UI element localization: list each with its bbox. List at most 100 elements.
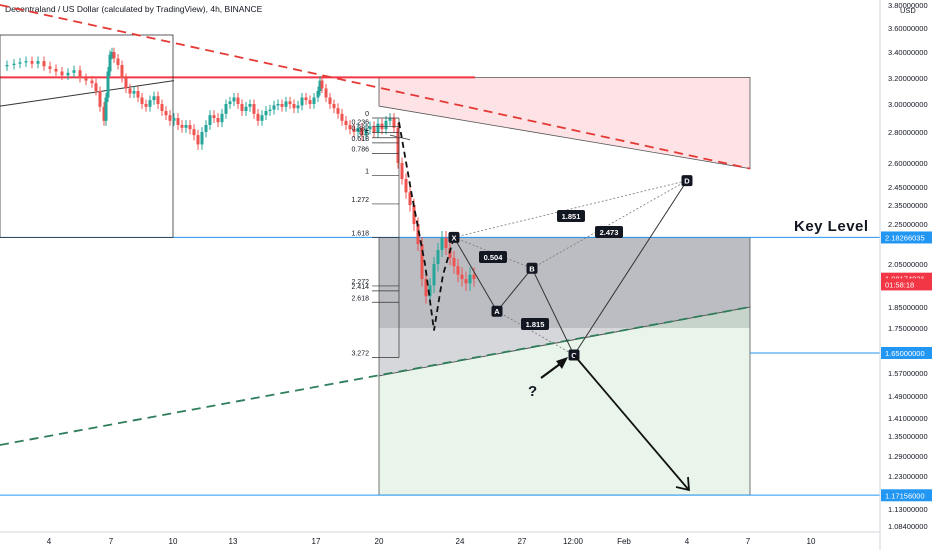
descending-trend-line [0,4,751,170]
candle-body [440,238,444,250]
candle-body [136,91,140,98]
ascending-trend-line [0,306,751,446]
candle-body [336,108,340,114]
question-mark: ? [528,383,538,400]
fib-level-label: 2.414 [351,284,369,291]
price-tick-label: 1.23000000 [888,472,928,481]
candle-body [12,63,16,65]
price-tick-label: 2.80000000 [888,128,928,137]
time-axis[interactable]: 4 7 10 13 17 20 24 27 12:00 Feb 4 7 10 [0,531,880,546]
candle-body [356,127,360,132]
candle-body [280,104,284,107]
candle-body [196,135,200,145]
candle-body [160,104,164,111]
fib-anchor [389,134,411,141]
candle-body [460,274,464,280]
candle-body [344,120,348,125]
time-tick-label: 24 [456,537,465,546]
candle-body [108,54,112,72]
candle-body [288,101,292,104]
price-tick-label: 2.60000000 [888,159,928,168]
candle-body [104,97,108,121]
candle-body [436,250,440,264]
projection-arrowhead [675,476,690,492]
candle-body [364,129,368,136]
candle-body [392,118,396,128]
price-tick-label: 3.00000000 [888,100,928,109]
candle-body [66,72,70,76]
question-arrowhead [556,357,568,369]
candle-body [388,118,392,121]
candle-body [94,83,98,91]
price-tick-label: 2.05000000 [888,260,928,269]
time-tick-label: Feb [617,537,631,546]
candle-body [204,125,208,132]
candle-body [156,96,160,104]
candle-body [236,97,240,104]
price-tick-label: 3.20000000 [888,74,928,83]
candle-body [416,224,420,244]
candle-body [308,100,312,104]
pattern-point-label: A [494,307,500,316]
candle-body [140,97,144,104]
time-tick-label: 12:00 [563,537,584,546]
price-axis[interactable]: 3.80000000 3.60000000 3.40000000 3.20000000… [879,0,932,550]
time-tick-label: 10 [807,537,816,546]
black-trend-line [0,80,175,107]
price-tick-label: 1.49000000 [888,392,928,401]
candle-body [106,71,110,98]
candle-body [18,62,22,64]
price-tick-label: 1.57000000 [888,369,928,378]
price-tick-label: 1.29000000 [888,452,928,461]
candle-body [216,118,220,123]
price-label-box [881,347,932,359]
price-tick-label: 2.35000000 [888,201,928,210]
fib-level-label: 0.236 [351,120,369,127]
candle-body [412,205,416,224]
time-tick-label: 7 [746,537,751,546]
pattern-point-label: D [684,177,690,186]
candle-body [116,58,120,65]
candle-body [456,266,460,275]
price-tick-label: 2.25000000 [888,220,928,229]
candle-body [90,80,94,84]
candle-body [232,97,236,102]
ratio-tag: 1.851 [562,212,581,221]
price-tick-label: 3.60000000 [888,24,928,33]
candle-body [252,104,256,114]
candle-body [284,101,288,107]
candle-body [180,125,184,128]
candle-body [124,78,128,89]
price-tick-label: 1.08400000 [888,522,928,531]
candle-body [264,111,268,116]
candle-body [260,115,264,121]
price-tick-label: 1.85000000 [888,303,928,312]
time-tick-label: 4 [47,537,52,546]
candle-body [184,125,188,128]
supply-zone [378,76,751,170]
time-tick-label: 7 [109,537,114,546]
candle-body [128,88,132,94]
candle-body [428,285,432,297]
xa-leg-dashed [398,122,455,331]
ratio-tag-box [521,318,549,330]
ratio-tag: 0.504 [484,253,504,262]
price-tick-label: 3.80000000 [888,1,928,10]
candle-body [110,52,114,55]
candle-body [304,97,308,101]
candle-body [54,68,58,72]
candle-body [318,80,322,91]
candle-body [368,126,372,130]
candle-body [132,91,136,94]
candle-body [372,126,376,132]
time-tick-label: 17 [312,537,321,546]
pattern-point-box [448,231,460,243]
candle-body [148,100,152,107]
price-label-box [881,278,932,291]
candle-body [192,129,196,136]
price-label: 2.18266035 [885,233,925,242]
candle-body [444,238,448,248]
price-label: 01:58:18 [885,280,914,289]
price-tick-label: 3.40000000 [888,48,928,57]
